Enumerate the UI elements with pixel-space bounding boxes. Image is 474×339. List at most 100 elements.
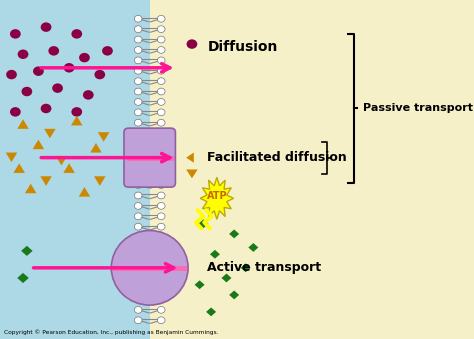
Circle shape bbox=[72, 29, 82, 39]
Polygon shape bbox=[6, 153, 17, 162]
Circle shape bbox=[134, 151, 142, 157]
Polygon shape bbox=[210, 250, 220, 259]
Polygon shape bbox=[90, 143, 102, 153]
Circle shape bbox=[157, 286, 165, 293]
Polygon shape bbox=[71, 116, 82, 125]
Circle shape bbox=[134, 192, 142, 199]
Circle shape bbox=[134, 286, 142, 293]
Circle shape bbox=[134, 57, 142, 64]
Circle shape bbox=[134, 255, 142, 261]
Circle shape bbox=[134, 244, 142, 251]
Circle shape bbox=[157, 306, 165, 313]
Polygon shape bbox=[200, 177, 234, 219]
Circle shape bbox=[134, 130, 142, 137]
Circle shape bbox=[134, 223, 142, 230]
Circle shape bbox=[187, 39, 197, 49]
Circle shape bbox=[157, 78, 165, 84]
Circle shape bbox=[157, 296, 165, 303]
Polygon shape bbox=[79, 187, 90, 197]
Circle shape bbox=[52, 83, 63, 93]
Circle shape bbox=[134, 140, 142, 147]
Circle shape bbox=[134, 99, 142, 105]
Circle shape bbox=[157, 223, 165, 230]
Circle shape bbox=[134, 306, 142, 313]
Circle shape bbox=[94, 70, 105, 79]
Circle shape bbox=[157, 202, 165, 209]
Polygon shape bbox=[248, 243, 258, 252]
Circle shape bbox=[134, 88, 142, 95]
Circle shape bbox=[79, 53, 90, 62]
Circle shape bbox=[10, 29, 21, 39]
Bar bbox=[0, 0, 150, 339]
Polygon shape bbox=[55, 156, 67, 165]
Bar bbox=[150, 0, 384, 339]
Circle shape bbox=[134, 15, 142, 22]
Circle shape bbox=[134, 265, 142, 272]
Circle shape bbox=[157, 140, 165, 147]
Circle shape bbox=[157, 265, 165, 272]
Circle shape bbox=[157, 119, 165, 126]
Circle shape bbox=[157, 67, 165, 74]
Circle shape bbox=[72, 107, 82, 117]
Polygon shape bbox=[21, 246, 33, 256]
Circle shape bbox=[157, 88, 165, 95]
Circle shape bbox=[134, 161, 142, 168]
Ellipse shape bbox=[111, 231, 188, 305]
Text: Diffusion: Diffusion bbox=[207, 40, 278, 55]
Circle shape bbox=[157, 161, 165, 168]
Circle shape bbox=[157, 36, 165, 43]
Circle shape bbox=[134, 213, 142, 220]
Circle shape bbox=[157, 46, 165, 53]
Circle shape bbox=[157, 255, 165, 261]
Circle shape bbox=[157, 26, 165, 33]
Circle shape bbox=[134, 36, 142, 43]
Polygon shape bbox=[98, 132, 109, 142]
Circle shape bbox=[64, 63, 74, 73]
Text: Copyright © Pearson Education, Inc., publishing as Benjamin Cummings.: Copyright © Pearson Education, Inc., pub… bbox=[4, 329, 219, 335]
Circle shape bbox=[48, 46, 59, 56]
Circle shape bbox=[157, 275, 165, 282]
Text: ATP: ATP bbox=[207, 191, 227, 201]
Polygon shape bbox=[186, 170, 198, 178]
Circle shape bbox=[157, 171, 165, 178]
Polygon shape bbox=[94, 176, 106, 186]
Polygon shape bbox=[186, 153, 194, 163]
Circle shape bbox=[83, 90, 94, 100]
Circle shape bbox=[157, 234, 165, 240]
Polygon shape bbox=[199, 219, 209, 228]
Polygon shape bbox=[13, 163, 25, 173]
Circle shape bbox=[134, 26, 142, 33]
Circle shape bbox=[134, 182, 142, 188]
Circle shape bbox=[134, 119, 142, 126]
Circle shape bbox=[102, 46, 113, 56]
Circle shape bbox=[134, 317, 142, 324]
Circle shape bbox=[33, 66, 44, 76]
Circle shape bbox=[157, 57, 165, 64]
Circle shape bbox=[134, 46, 142, 53]
Polygon shape bbox=[40, 176, 52, 186]
Polygon shape bbox=[195, 280, 205, 289]
Circle shape bbox=[134, 109, 142, 116]
Circle shape bbox=[157, 244, 165, 251]
Circle shape bbox=[18, 49, 28, 59]
Circle shape bbox=[157, 317, 165, 324]
Polygon shape bbox=[241, 263, 251, 272]
Circle shape bbox=[134, 275, 142, 282]
Circle shape bbox=[134, 234, 142, 240]
Circle shape bbox=[157, 15, 165, 22]
Circle shape bbox=[134, 171, 142, 178]
Polygon shape bbox=[17, 119, 29, 129]
Circle shape bbox=[41, 22, 52, 32]
Polygon shape bbox=[221, 274, 231, 282]
Circle shape bbox=[10, 107, 21, 117]
FancyBboxPatch shape bbox=[124, 128, 175, 187]
Polygon shape bbox=[25, 184, 36, 193]
Polygon shape bbox=[229, 230, 239, 238]
Circle shape bbox=[134, 202, 142, 209]
Circle shape bbox=[134, 67, 142, 74]
Text: Passive transport: Passive transport bbox=[363, 103, 473, 114]
Circle shape bbox=[157, 182, 165, 188]
Polygon shape bbox=[17, 273, 29, 283]
Polygon shape bbox=[229, 291, 239, 299]
Circle shape bbox=[21, 87, 32, 96]
